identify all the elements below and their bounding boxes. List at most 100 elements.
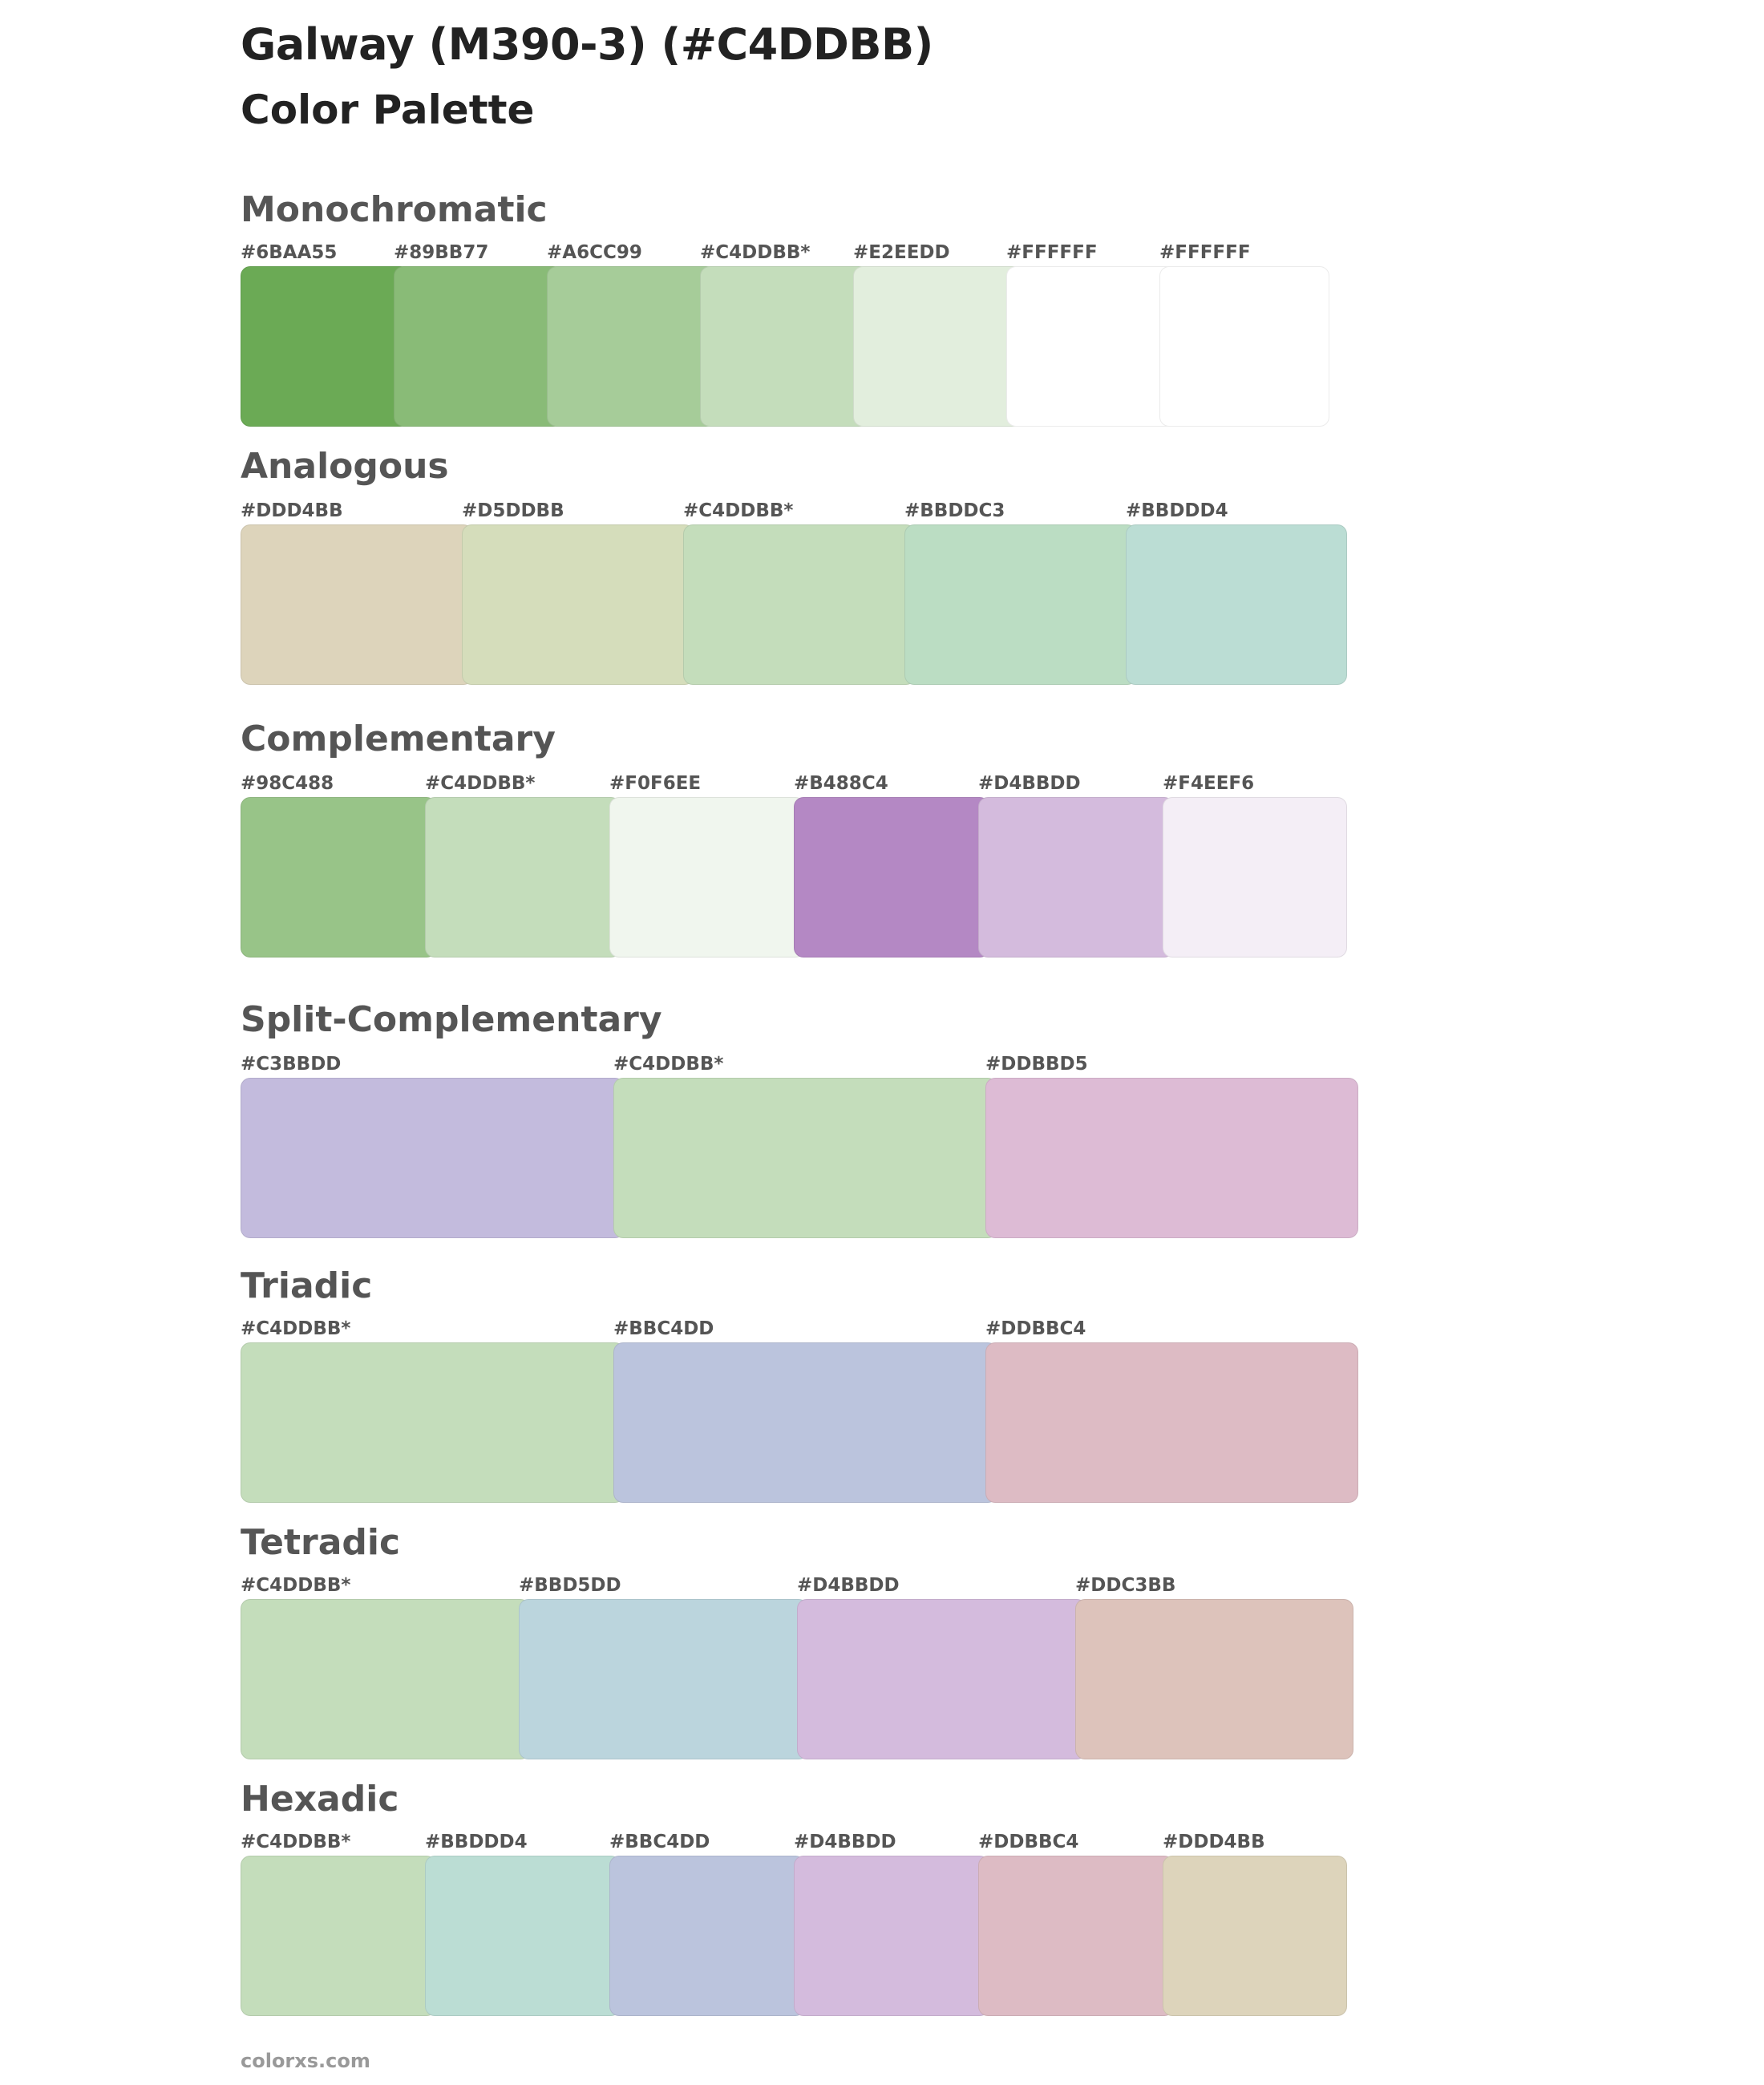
swatch-color-block[interactable]: [425, 1856, 621, 2016]
swatch-color-block[interactable]: [978, 797, 1174, 957]
swatch-color-block[interactable]: [241, 266, 411, 427]
swatch-hex-label: #C4DDBB*: [425, 773, 536, 794]
swatch-color-block[interactable]: [519, 1599, 808, 1759]
swatch-color-block[interactable]: [241, 524, 473, 685]
swatch[interactable]: #D4BBDD: [794, 1830, 989, 2016]
swatch-color-block[interactable]: [1159, 266, 1329, 427]
section-heading-monochromatic: Monochromatic: [241, 189, 548, 230]
swatch-color-block[interactable]: [794, 797, 989, 957]
swatch[interactable]: #DDBBD5: [985, 1052, 1358, 1238]
swatch[interactable]: #DDBBC4: [978, 1830, 1174, 2016]
swatch-color-block[interactable]: [462, 524, 694, 685]
swatch-color-block[interactable]: [1163, 797, 1347, 957]
swatch-hex-label: #C4DDBB*: [683, 500, 794, 521]
swatch-hex-label: #DDBBC4: [985, 1318, 1086, 1339]
swatch-color-block[interactable]: [241, 797, 436, 957]
swatch[interactable]: #BBD5DD: [519, 1573, 808, 1759]
swatch[interactable]: #DDBBC4: [985, 1317, 1358, 1503]
swatch-color-block[interactable]: [241, 1599, 530, 1759]
swatch[interactable]: #C4DDBB*: [683, 499, 916, 685]
swatch-color-block[interactable]: [797, 1599, 1086, 1759]
section-heading-analogous: Analogous: [241, 446, 449, 487]
swatch[interactable]: #89BB77: [394, 241, 564, 427]
swatch[interactable]: #FFFFFF: [1159, 241, 1329, 427]
swatch[interactable]: #6BAA55: [241, 241, 411, 427]
swatch[interactable]: #DDD4BB: [241, 499, 473, 685]
swatch-color-block[interactable]: [700, 266, 870, 427]
swatch-hex-label: #DDBBC4: [978, 1832, 1079, 1852]
swatch-hex-label: #F4EEF6: [1163, 773, 1255, 794]
swatch-color-block[interactable]: [547, 266, 717, 427]
swatch[interactable]: #FFFFFF: [1006, 241, 1176, 427]
swatch[interactable]: #C3BBDD: [241, 1052, 625, 1238]
swatch-row-hexadic: #C4DDBB* #BBDDD4 #BBC4DD #D4BBDD #DDBBC4 #DDD…: [241, 1830, 1347, 2016]
section-heading-hexadic: Hexadic: [241, 1779, 399, 1820]
swatch-row-complementary: #98C488 #C4DDBB* #F0F6EE #B488C4 #D4BBDD #F4E…: [241, 771, 1347, 957]
swatch-color-block[interactable]: [978, 1856, 1174, 2016]
swatch-color-block[interactable]: [609, 1856, 805, 2016]
swatch-color-block[interactable]: [394, 266, 564, 427]
swatch-hex-label: #D4BBDD: [797, 1575, 900, 1596]
swatch[interactable]: #F4EEF6: [1163, 771, 1347, 957]
swatch-color-block[interactable]: [904, 524, 1137, 685]
swatch-hex-label: #C4DDBB*: [241, 1832, 351, 1852]
swatch-hex-label: #DDBBD5: [985, 1054, 1088, 1075]
swatch[interactable]: #E2EEDD: [853, 241, 1023, 427]
swatch-hex-label: #BBD5DD: [519, 1575, 621, 1596]
swatch-color-block[interactable]: [613, 1078, 997, 1238]
swatch-row-monochromatic: #6BAA55 #89BB77 #A6CC99 #C4DDBB* #E2EEDD #FFF…: [241, 241, 1331, 427]
swatch-hex-label: #BBDDD4: [425, 1832, 528, 1852]
swatch[interactable]: #BBC4DD: [609, 1830, 805, 2016]
swatch[interactable]: #BBDDD4: [1126, 499, 1347, 685]
swatch-color-block[interactable]: [1075, 1599, 1353, 1759]
swatch-color-block[interactable]: [609, 797, 805, 957]
swatch[interactable]: #B488C4: [794, 771, 989, 957]
swatch-color-block[interactable]: [1163, 1856, 1347, 2016]
swatch-color-block[interactable]: [241, 1856, 436, 2016]
swatch-color-block[interactable]: [1006, 266, 1176, 427]
swatch[interactable]: #BBDDD4: [425, 1830, 621, 2016]
swatch-color-block[interactable]: [985, 1342, 1358, 1503]
swatch[interactable]: #C4DDBB*: [241, 1317, 625, 1503]
swatch-color-block[interactable]: [241, 1078, 625, 1238]
swatch-row-triadic: #C4DDBB* #BBC4DD #DDBBC4: [241, 1317, 1358, 1503]
swatch[interactable]: #F0F6EE: [609, 771, 805, 957]
swatch[interactable]: #C4DDBB*: [241, 1830, 436, 2016]
swatch[interactable]: #D5DDBB: [462, 499, 694, 685]
swatch-row-split-complementary: #C3BBDD #C4DDBB* #DDBBD5: [241, 1052, 1358, 1238]
swatch[interactable]: #C4DDBB*: [425, 771, 621, 957]
swatch-row-tetradic: #C4DDBB* #BBD5DD #D4BBDD #DDC3BB: [241, 1573, 1353, 1759]
swatch-hex-label: #F0F6EE: [609, 773, 702, 794]
swatch-hex-label: #FFFFFF: [1159, 242, 1251, 263]
swatch-hex-label: #C4DDBB*: [613, 1054, 724, 1075]
swatch-color-block[interactable]: [683, 524, 916, 685]
swatch-hex-label: #98C488: [241, 773, 334, 794]
swatch-hex-label: #FFFFFF: [1006, 242, 1098, 263]
swatch[interactable]: #BBDDC3: [904, 499, 1137, 685]
swatch[interactable]: #DDD4BB: [1163, 1830, 1347, 2016]
swatch[interactable]: #C4DDBB*: [241, 1573, 530, 1759]
swatch-hex-label: #BBC4DD: [609, 1832, 710, 1852]
swatch[interactable]: #DDC3BB: [1075, 1573, 1353, 1759]
swatch-color-block[interactable]: [425, 797, 621, 957]
swatch-hex-label: #BBC4DD: [613, 1318, 714, 1339]
swatch[interactable]: #A6CC99: [547, 241, 717, 427]
swatch[interactable]: #BBC4DD: [613, 1317, 997, 1503]
swatch-color-block[interactable]: [794, 1856, 989, 2016]
swatch-hex-label: #C4DDBB*: [700, 242, 811, 263]
swatch[interactable]: #C4DDBB*: [613, 1052, 997, 1238]
swatch-color-block[interactable]: [853, 266, 1023, 427]
swatch-color-block[interactable]: [241, 1342, 625, 1503]
swatch[interactable]: #D4BBDD: [797, 1573, 1086, 1759]
swatch-color-block[interactable]: [1126, 524, 1347, 685]
swatch-color-block[interactable]: [985, 1078, 1358, 1238]
swatch[interactable]: #D4BBDD: [978, 771, 1174, 957]
swatch[interactable]: #98C488: [241, 771, 436, 957]
swatch-hex-label: #BBDDD4: [1126, 500, 1228, 521]
swatch-hex-label: #6BAA55: [241, 242, 338, 263]
swatch-hex-label: #89BB77: [394, 242, 489, 263]
swatch-hex-label: #B488C4: [794, 773, 888, 794]
swatch[interactable]: #C4DDBB*: [700, 241, 870, 427]
footer-site-name[interactable]: colorxs.com: [241, 2050, 370, 2072]
swatch-color-block[interactable]: [613, 1342, 997, 1503]
